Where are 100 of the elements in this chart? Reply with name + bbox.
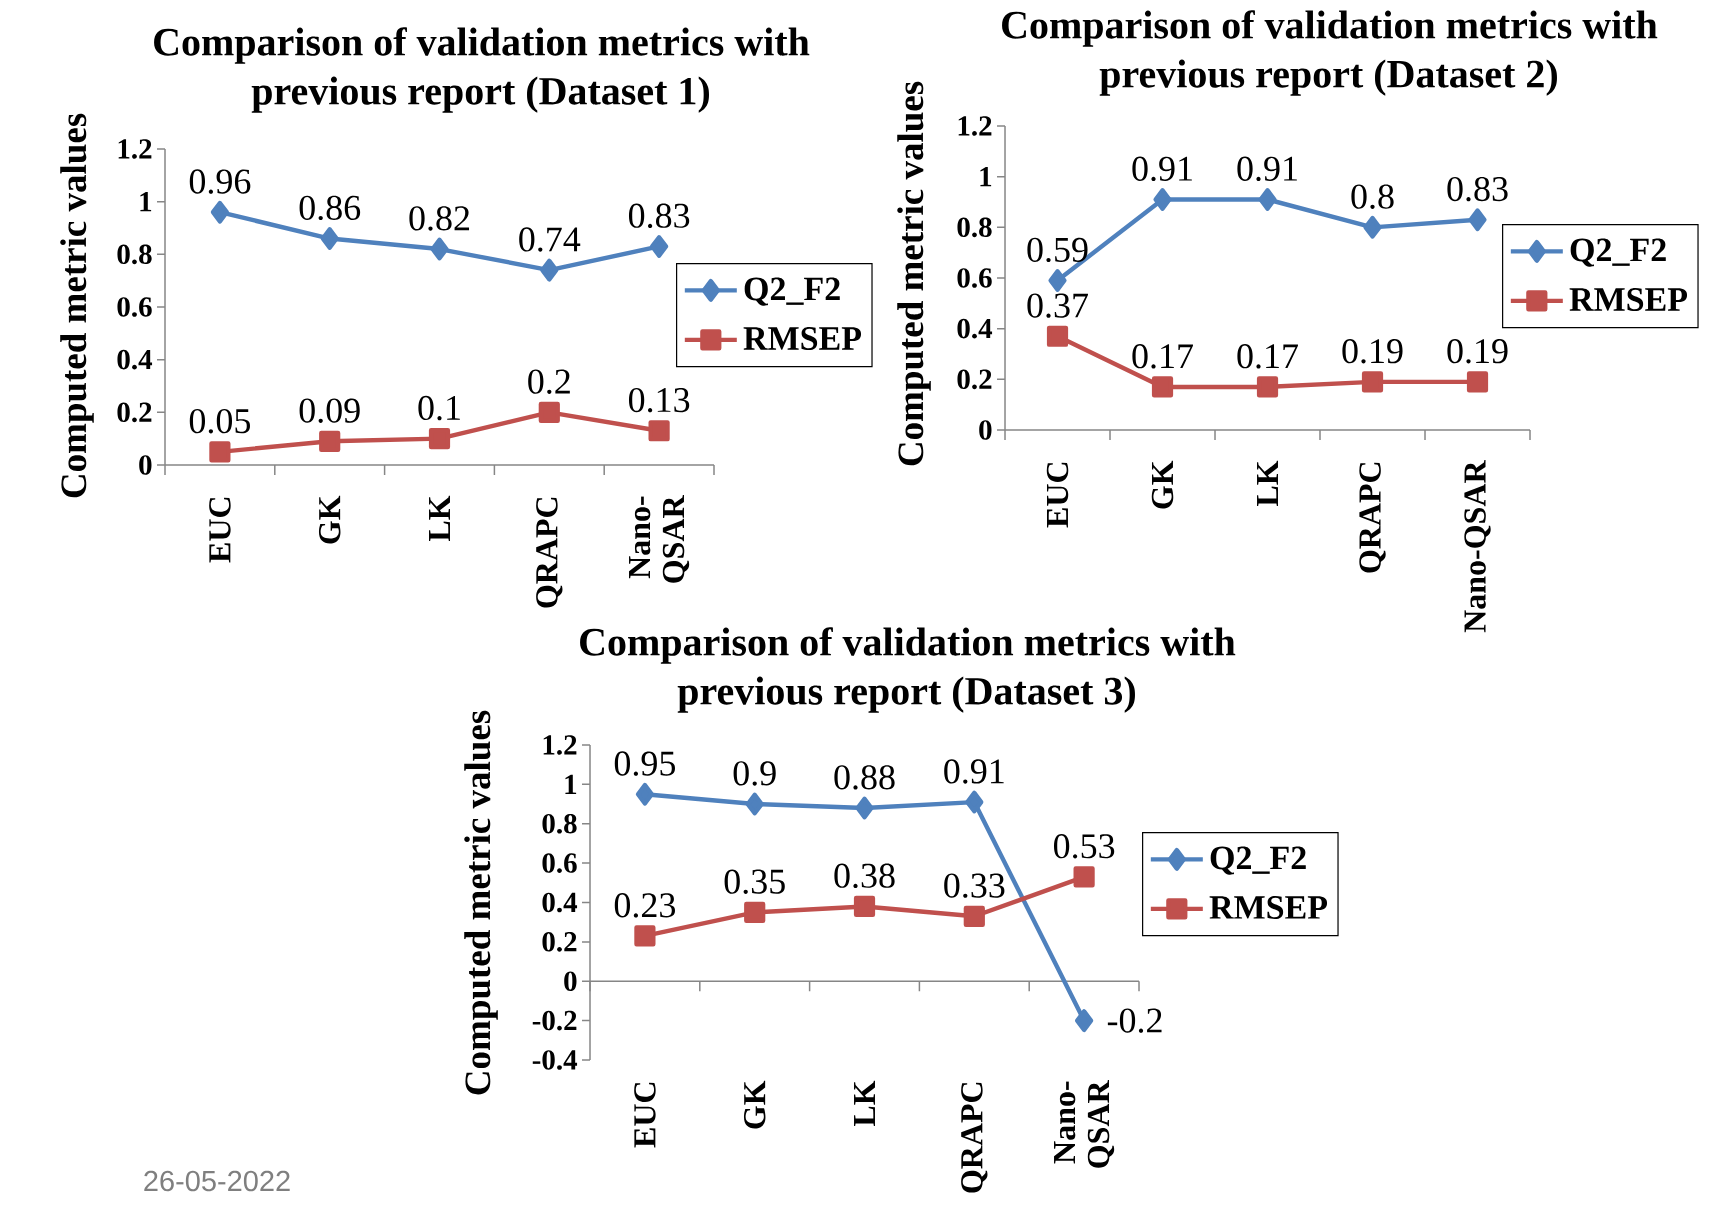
data-label: 0.19: [1447, 339, 1508, 364]
y-axis-title: Computed metric values: [464, 710, 498, 1095]
data-label: 0.09: [299, 398, 360, 423]
point: [210, 200, 229, 224]
chart-title: Comparison of validation metrics with previous report (Dataset 3): [580, 627, 1236, 713]
y-tick-label: -0.4: [532, 1050, 578, 1070]
x-tick-label: Nano-QSAR: [1464, 460, 1491, 633]
data-label: 0.05: [189, 408, 250, 434]
data-label: 0.82: [409, 206, 470, 231]
data-label: 0.17: [1237, 344, 1298, 369]
data-label: 0.38: [834, 863, 895, 889]
point: [540, 258, 559, 282]
y-tick-label: 1.2: [958, 116, 992, 136]
x-tick-label: EUC: [634, 1082, 656, 1148]
data-label: 0.86: [299, 195, 361, 221]
data-label: 0.96: [189, 169, 251, 194]
data-label: 0.17: [1132, 344, 1193, 369]
point: [855, 796, 874, 820]
legend-label: Q2_F2: [1570, 238, 1666, 267]
point: [1363, 215, 1382, 239]
point: [965, 790, 984, 814]
data-label: 0.91: [1237, 156, 1297, 182]
legend-label: RMSEP: [743, 327, 862, 350]
y-tick-label: -0.2: [532, 1010, 577, 1031]
y-tick-label: 0.8: [542, 813, 577, 834]
point: [319, 430, 341, 452]
point: [1468, 208, 1487, 232]
data-label: 0.91: [944, 759, 1004, 784]
y-axis-title: Computed metric values: [897, 81, 931, 466]
y-tick-label: 0.4: [542, 892, 578, 913]
x-tick-label: GK: [743, 1080, 766, 1129]
y-tick-label: 0.2: [957, 369, 992, 390]
point: [428, 428, 451, 450]
data-label: 0.19: [1342, 339, 1403, 364]
data-label: 0.23: [614, 893, 675, 918]
point: [1256, 376, 1279, 398]
point: [1466, 371, 1489, 393]
point: [538, 401, 560, 423]
point: [209, 441, 231, 463]
legend-label: RMSEP: [1569, 288, 1688, 311]
legend-label: RMSEP: [1209, 896, 1328, 919]
data-label: 0.83: [628, 203, 690, 229]
chart-title: Comparison of validation metrics with previous report (Dataset 1): [154, 27, 810, 113]
y-tick-label: 0.6: [542, 853, 577, 873]
point: [1075, 1009, 1094, 1033]
data-label: 0.9: [733, 761, 776, 786]
x-tick-label: QRAPC: [1359, 462, 1386, 573]
data-label: 0.35: [724, 869, 785, 894]
x-tick-label: QRAPC: [961, 1082, 988, 1193]
chart-title: Comparison of validation metrics with previous report (Dataset 2): [1002, 10, 1658, 96]
legend-label: Q2_F2: [744, 277, 840, 306]
x-tick-label: GK: [318, 495, 341, 544]
point: [1153, 188, 1172, 211]
y-tick-label: 0.4: [117, 349, 153, 370]
x-tick-label: EUC: [209, 497, 231, 563]
y-tick-label: 0.8: [117, 244, 152, 265]
x-tick-label: Nano-QSAR: [1054, 1080, 1115, 1168]
point: [1361, 371, 1384, 393]
data-label: 0.88: [834, 765, 895, 790]
data-label: 0.95: [614, 751, 675, 776]
point: [1048, 269, 1067, 292]
data-label: 0.8: [1351, 184, 1394, 209]
y-tick-label: 0.2: [117, 402, 152, 423]
x-tick-label: LK: [854, 1080, 875, 1127]
point: [744, 901, 766, 923]
y-tick-label: 1: [565, 774, 577, 794]
point: [1151, 376, 1174, 398]
x-tick-label: GK: [1151, 460, 1174, 509]
point: [635, 782, 655, 806]
point: [320, 227, 339, 250]
y-tick-label: 0.8: [957, 217, 992, 238]
y-tick-label: 0.6: [117, 297, 152, 317]
x-tick-label: LK: [429, 495, 450, 542]
point: [430, 237, 449, 261]
point: [1046, 325, 1069, 347]
point: [963, 905, 985, 927]
x-tick-label: LK: [1257, 460, 1278, 507]
data-label: 0.33: [944, 873, 1005, 898]
data-label: 0.37: [1027, 293, 1088, 318]
point: [1073, 866, 1095, 888]
data-label: 0.74: [519, 227, 581, 252]
data-label: 0.53: [1053, 834, 1115, 859]
y-tick-label: 1.2: [543, 735, 577, 755]
point: [1258, 188, 1277, 211]
y-tick-label: 1.2: [118, 139, 152, 159]
point: [648, 420, 670, 442]
legend-label: Q2_F2: [1210, 846, 1306, 875]
data-label: 0.1: [418, 395, 460, 421]
y-tick-label: 0: [564, 971, 577, 992]
x-tick-label: EUC: [1046, 462, 1069, 528]
data-label: 0.59: [1027, 237, 1088, 263]
point: [634, 925, 656, 947]
x-tick-label: Nano-QSAR: [629, 495, 690, 583]
point: [745, 792, 764, 816]
data-label: 0.13: [628, 387, 690, 413]
y-tick-label: 0.4: [957, 318, 993, 339]
y-tick-label: 0.2: [542, 932, 577, 952]
y-tick-label: 0: [979, 420, 992, 440]
data-label: 0.83: [1447, 176, 1508, 202]
y-axis-title: Computed metric values: [60, 113, 94, 498]
